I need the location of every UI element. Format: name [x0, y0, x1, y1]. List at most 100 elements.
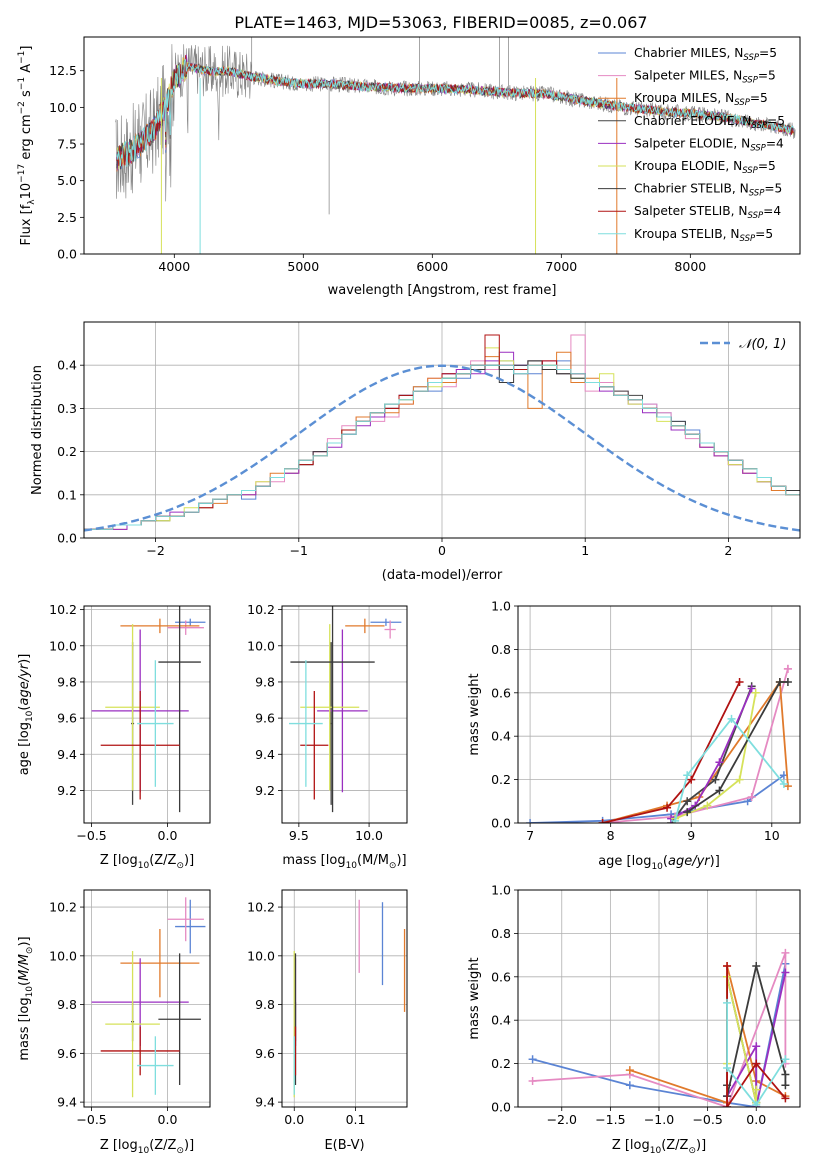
label-part: (Z/Z — [661, 1138, 688, 1153]
y-tick-label: 9.8 — [57, 674, 77, 689]
y-tick-label: 9.6 — [255, 711, 275, 726]
y-label-part: s — [19, 90, 34, 101]
axes-frame — [281, 889, 408, 1108]
label-part: )] — [17, 936, 32, 946]
massweight-marker — [783, 664, 792, 673]
x-tick-label: −1 — [290, 543, 308, 558]
massweight-marker — [781, 948, 790, 957]
y-tick-label: 9.8 — [255, 997, 275, 1012]
x-tick-label: 7 — [526, 828, 534, 843]
axes-frame — [281, 605, 408, 824]
y-tick-label: 0.4 — [491, 1013, 511, 1028]
y-tick-label: 9.8 — [255, 674, 275, 689]
y-axis-label: mass weight — [467, 673, 482, 755]
legend-label-subscript: SSP — [740, 234, 756, 244]
label-subscript: 10 — [346, 861, 358, 871]
label-part: )] — [710, 854, 720, 869]
y-tick-label: 0.6 — [491, 685, 511, 700]
label-part: ( — [663, 854, 668, 869]
model-spectrum-line — [116, 55, 794, 167]
massweight-series-line — [686, 681, 788, 813]
y-axis-label: mass weight — [467, 957, 482, 1039]
massweight-marker — [683, 808, 692, 817]
y-tick-label: 9.2 — [57, 783, 77, 798]
x-tick-label: 6000 — [416, 259, 448, 274]
x-tick-label: 0.0 — [158, 1112, 178, 1127]
y-tick-label: 0.4 — [491, 729, 511, 744]
y-axis-label: Flux [fλ10−17 erg cm−2 s−1 A−1] — [17, 46, 37, 246]
massweight-marker — [526, 819, 535, 823]
legend-label-subscript: SSP — [742, 76, 758, 86]
label-subscript: ⊙ — [25, 947, 35, 955]
massweight-marker — [528, 1076, 537, 1085]
legend-label-subscript: SSP — [750, 143, 766, 153]
massweight-series-line — [602, 668, 789, 823]
y-tick-label: 10.0 — [49, 100, 77, 115]
normal-curve-line — [84, 364, 800, 532]
legend-label: Kroupa ELODIE, NSSP=5 — [634, 159, 776, 176]
y-tick-label: 1.0 — [491, 599, 511, 614]
massweight-marker — [727, 714, 736, 723]
x-tick-label: 2 — [724, 543, 732, 558]
x-axis-label: wavelength [Angstrom, rest frame] — [328, 283, 557, 298]
plot-area — [91, 606, 206, 813]
massweight-marker — [752, 1085, 761, 1094]
legend-label: Salpeter STELIB, NSSP=4 — [634, 204, 781, 221]
y-axis-label: age [log10(age/yr)] — [17, 654, 35, 776]
x-tick-label: 9 — [687, 828, 695, 843]
label-part: mass [log — [17, 997, 32, 1060]
massweight-marker — [735, 775, 744, 784]
legend-label: Salpeter MILES, NSSP=5 — [634, 69, 776, 86]
legend-label-text: Chabrier ELODIE, N — [634, 114, 751, 128]
y-tick-label: 0.2 — [57, 444, 77, 459]
mass-age-panel: 9.5 10.0 9.2 9.4 9.6 9.8 10.0 10.2 mass [log10(M… — [247, 602, 408, 871]
label-part: )] — [696, 1138, 706, 1153]
label-italic: M/M — [17, 954, 32, 981]
model-spectrum-line — [116, 58, 794, 167]
massweight-marker — [751, 688, 760, 697]
y-tick-label: 0.4 — [57, 358, 77, 373]
massweight-marker — [781, 1055, 790, 1064]
y-tick-label: 0.2 — [491, 772, 511, 787]
label-subscript: ⊙ — [389, 861, 397, 871]
legend-label-text: =5 — [767, 114, 785, 128]
y-label-sup: −17 — [17, 164, 27, 183]
massweight-marker — [687, 775, 696, 784]
plot-area — [528, 948, 790, 1107]
y-tick-label: 0.8 — [491, 642, 511, 657]
massweight-marker — [752, 961, 761, 970]
y-tick-label: 9.4 — [57, 747, 77, 762]
y-tick-label: 0.6 — [491, 969, 511, 984]
y-tick-label: 9.4 — [255, 747, 275, 762]
label-part: Z [log — [612, 1138, 650, 1153]
label-subscript: 10 — [138, 861, 150, 871]
y-label-sup: −1 — [17, 51, 27, 64]
y-tick-label: 10.2 — [49, 602, 77, 617]
plot-area — [289, 606, 402, 813]
x-tick-label: −0.5 — [76, 1112, 106, 1127]
massweight-marker — [625, 1066, 634, 1075]
label-part: ( — [17, 706, 32, 711]
metallicity-massweight-panel: −2.0 −1.5 −1.0 −0.5 0.0 0.0 0.2 0.4 0.6 0.8 1.0 Z [… — [467, 883, 801, 1156]
massweight-marker — [723, 1063, 732, 1072]
y-label-sup: −2 — [17, 101, 27, 114]
x-tick-label: 8 — [607, 828, 615, 843]
x-tick-label: 9.5 — [289, 828, 309, 843]
figure-title: PLATE=1463, MJD=53063, FIBERID=0085, z=0… — [234, 13, 647, 32]
x-tick-label: 0.0 — [284, 1112, 304, 1127]
y-label-part: ] — [19, 46, 34, 51]
y-tick-label: 0.0 — [57, 247, 77, 262]
label-subscript: 10 — [651, 862, 663, 872]
massweight-marker — [598, 819, 607, 823]
y-label-sub: λ — [27, 199, 37, 205]
massweight-marker — [752, 1059, 761, 1068]
x-tick-label: −2 — [146, 543, 164, 558]
label-part: )] — [396, 853, 406, 868]
y-axis-label: Normed distribution — [30, 365, 45, 495]
x-tick-label: 4000 — [158, 259, 190, 274]
legend-label-text: =5 — [764, 182, 782, 196]
x-tick-label: 10 — [764, 828, 780, 843]
y-tick-label: 9.6 — [57, 1046, 77, 1061]
y-tick-label: 0.2 — [491, 1056, 511, 1071]
label-part: )] — [184, 1138, 194, 1153]
